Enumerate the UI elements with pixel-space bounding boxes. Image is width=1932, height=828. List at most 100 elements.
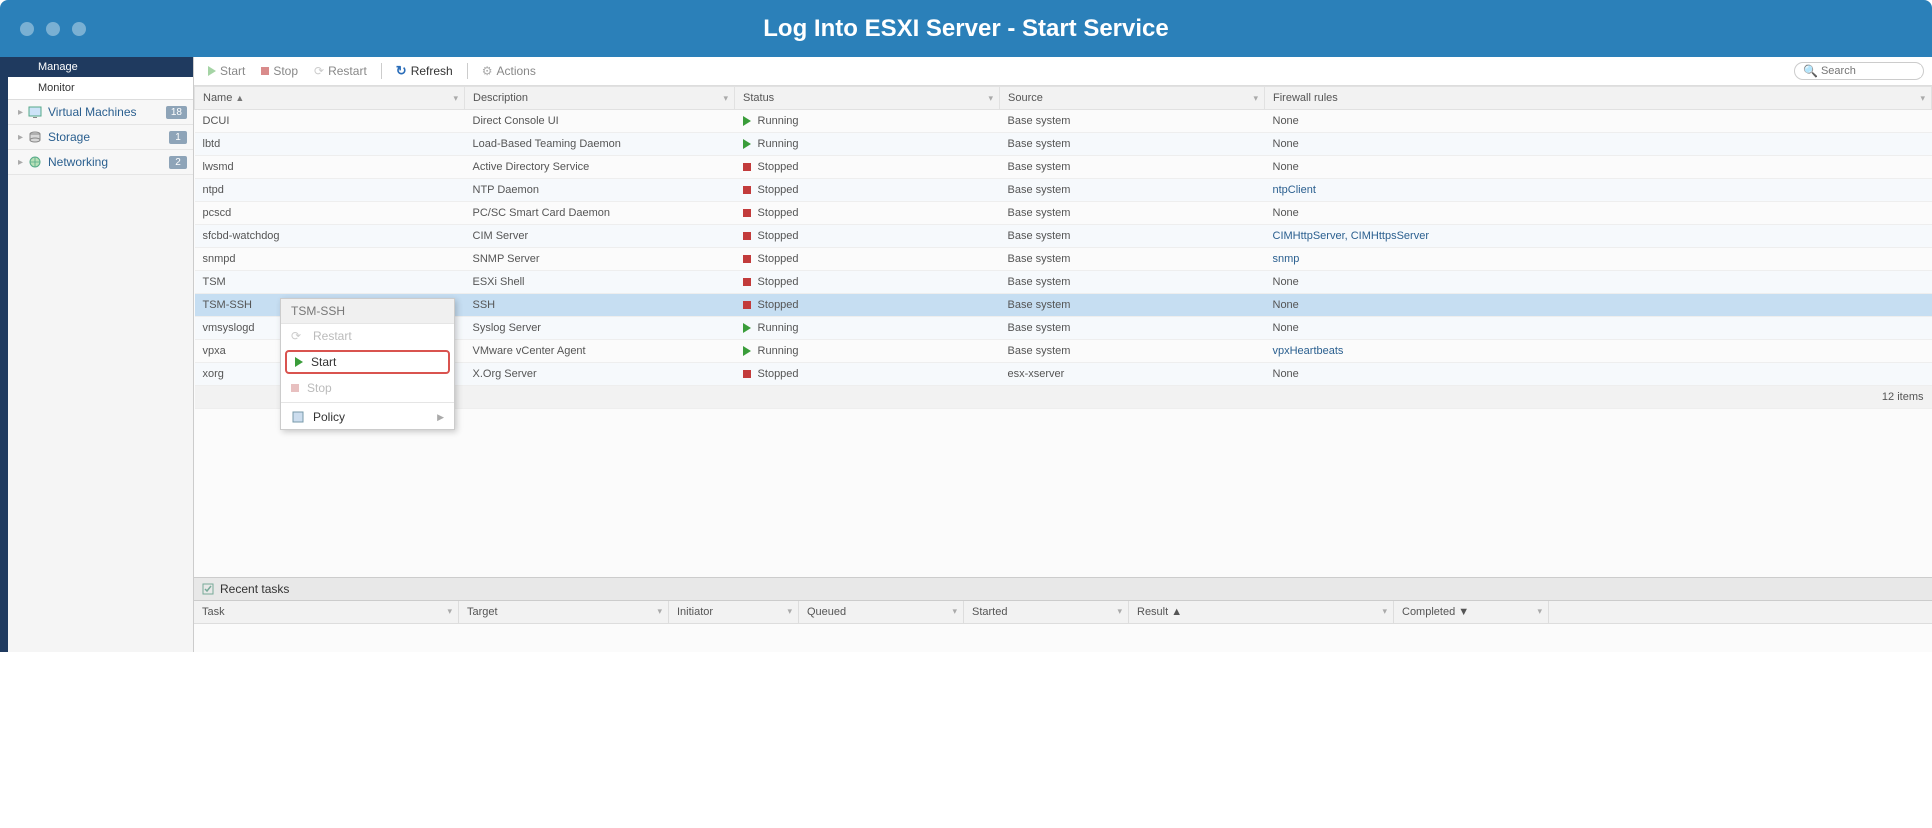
rt-col-result[interactable]: Result ▲▾ xyxy=(1129,601,1394,623)
search-input[interactable] xyxy=(1821,65,1921,77)
cell-source: Base system xyxy=(1000,133,1265,156)
rt-col-target[interactable]: Target▾ xyxy=(459,601,669,623)
cell-description: NTP Daemon xyxy=(465,179,735,202)
cell-source: Base system xyxy=(1000,317,1265,340)
service-row[interactable]: lwsmdActive Directory Service StoppedBas… xyxy=(195,156,1932,179)
chevron-down-icon: ▾ xyxy=(1537,606,1542,617)
context-restart[interactable]: ⟳Restart xyxy=(281,324,454,348)
cell-name: lwsmd xyxy=(195,156,465,179)
start-button[interactable]: Start xyxy=(202,62,251,80)
sidebar-item-storage[interactable]: ▸Storage1 xyxy=(8,125,193,150)
cell-description: Load-Based Teaming Daemon xyxy=(465,133,735,156)
rt-col-initiator[interactable]: Initiator▾ xyxy=(669,601,799,623)
stopped-icon xyxy=(743,370,751,378)
cell-firewall: vpxHeartbeats xyxy=(1265,340,1932,363)
actions-label: Actions xyxy=(496,64,535,78)
chevron-down-icon: ▾ xyxy=(1117,606,1122,617)
sidebar-item-networking[interactable]: ▸ Networking2 xyxy=(8,150,193,175)
service-row[interactable]: ntpdNTP Daemon StoppedBase systemntpClie… xyxy=(195,179,1932,202)
nav-badge: 2 xyxy=(169,156,187,169)
sidebar-item-monitor[interactable]: Monitor xyxy=(8,77,193,100)
cell-description: Direct Console UI xyxy=(465,110,735,133)
stopped-icon xyxy=(743,278,751,286)
sort-desc-icon: ▼ xyxy=(1458,606,1469,618)
tree-toggle-icon[interactable]: ▸ xyxy=(18,132,28,143)
chevron-down-icon: ▾ xyxy=(988,93,993,104)
rt-col-started[interactable]: Started▾ xyxy=(964,601,1129,623)
cell-firewall: None xyxy=(1265,271,1932,294)
context-menu-header: TSM-SSH xyxy=(281,299,454,324)
vm-icon xyxy=(28,105,42,119)
cell-description: PC/SC Smart Card Daemon xyxy=(465,202,735,225)
service-row[interactable]: vpxaVMware vCenter Agent RunningBase sys… xyxy=(195,340,1932,363)
restart-label: Restart xyxy=(328,64,367,78)
cell-source: Base system xyxy=(1000,202,1265,225)
service-row[interactable]: xorgX.Org Server Stoppedesx-xserverNone xyxy=(195,363,1932,386)
tree-toggle-icon[interactable]: ▸ xyxy=(18,157,28,168)
service-row[interactable]: snmpdSNMP Server StoppedBase systemsnmp xyxy=(195,248,1932,271)
service-row[interactable]: lbtdLoad-Based Teaming Daemon RunningBas… xyxy=(195,133,1932,156)
firewall-link[interactable]: ntpClient xyxy=(1273,184,1316,196)
sidebar-item-virtual-machines[interactable]: ▸Virtual Machines18 xyxy=(8,100,193,125)
restart-icon: ⟳ xyxy=(314,64,324,78)
refresh-label: Refresh xyxy=(411,64,453,78)
stop-label: Stop xyxy=(273,64,298,78)
sidebar: Manage Monitor ▸Virtual Machines18▸Stora… xyxy=(8,57,194,652)
stop-button[interactable]: Stop xyxy=(255,62,304,80)
nav-label: Networking xyxy=(48,155,169,169)
col-firewall[interactable]: Firewall rules▾ xyxy=(1265,87,1932,110)
col-source[interactable]: Source▾ xyxy=(1000,87,1265,110)
network-icon xyxy=(28,155,42,169)
stopped-icon xyxy=(743,186,751,194)
sidebar-item-manage[interactable]: Manage xyxy=(8,57,193,77)
search-box[interactable]: 🔍 xyxy=(1794,62,1924,80)
chevron-right-icon: ▶ xyxy=(437,412,444,423)
firewall-link[interactable]: snmp xyxy=(1273,253,1300,265)
cell-source: Base system xyxy=(1000,340,1265,363)
chevron-down-icon: ▾ xyxy=(952,606,957,617)
service-row[interactable]: TSMESXi Shell StoppedBase systemNone xyxy=(195,271,1932,294)
recent-tasks-title: Recent tasks xyxy=(220,582,289,596)
cell-source: esx-xserver xyxy=(1000,363,1265,386)
cell-description: Syslog Server xyxy=(465,317,735,340)
cell-firewall: None xyxy=(1265,363,1932,386)
service-row[interactable]: pcscdPC/SC Smart Card Daemon StoppedBase… xyxy=(195,202,1932,225)
service-row[interactable]: vmsyslogdSyslog Server RunningBase syste… xyxy=(195,317,1932,340)
recent-tasks-header[interactable]: Recent tasks xyxy=(194,578,1932,601)
cell-source: Base system xyxy=(1000,156,1265,179)
col-name[interactable]: Name ▲▾ xyxy=(195,87,465,110)
cell-status: Stopped xyxy=(735,179,1000,202)
chevron-down-icon: ▾ xyxy=(447,606,452,617)
tree-toggle-icon[interactable]: ▸ xyxy=(18,107,28,118)
rt-col-queued[interactable]: Queued▾ xyxy=(799,601,964,623)
cell-description: SNMP Server xyxy=(465,248,735,271)
cell-firewall: None xyxy=(1265,133,1932,156)
context-start[interactable]: Start xyxy=(285,350,450,374)
actions-button[interactable]: ⚙Actions xyxy=(476,62,542,80)
service-row[interactable]: DCUIDirect Console UI RunningBase system… xyxy=(195,110,1932,133)
cell-source: Base system xyxy=(1000,110,1265,133)
separator xyxy=(467,63,468,79)
refresh-button[interactable]: ↻Refresh xyxy=(390,61,459,81)
nav-badge: 1 xyxy=(169,131,187,144)
service-row[interactable]: TSM-SSHSSH StoppedBase systemNone xyxy=(195,294,1932,317)
rt-col-completed[interactable]: Completed ▼▾ xyxy=(1394,601,1549,623)
cell-firewall: None xyxy=(1265,110,1932,133)
window-dot[interactable] xyxy=(46,22,60,36)
restart-button[interactable]: ⟳ Restart xyxy=(308,62,373,80)
col-status[interactable]: Status▾ xyxy=(735,87,1000,110)
service-row[interactable]: sfcbd-watchdogCIM Server StoppedBase sys… xyxy=(195,225,1932,248)
window-dot[interactable] xyxy=(20,22,34,36)
col-description[interactable]: Description▾ xyxy=(465,87,735,110)
window-dot[interactable] xyxy=(72,22,86,36)
firewall-link[interactable]: vpxHeartbeats xyxy=(1273,345,1344,357)
cell-status: Running xyxy=(735,317,1000,340)
firewall-link[interactable]: CIMHttpServer, CIMHttpsServer xyxy=(1273,230,1429,242)
context-policy[interactable]: Policy▶ xyxy=(281,405,454,429)
chevron-down-icon: ▾ xyxy=(453,93,458,104)
context-stop[interactable]: Stop xyxy=(281,376,454,400)
cell-status: Stopped xyxy=(735,294,1000,317)
rt-col-task[interactable]: Task▾ xyxy=(194,601,459,623)
chevron-down-icon: ▾ xyxy=(1382,606,1387,617)
sidebar-top: Manage Monitor xyxy=(8,57,193,100)
